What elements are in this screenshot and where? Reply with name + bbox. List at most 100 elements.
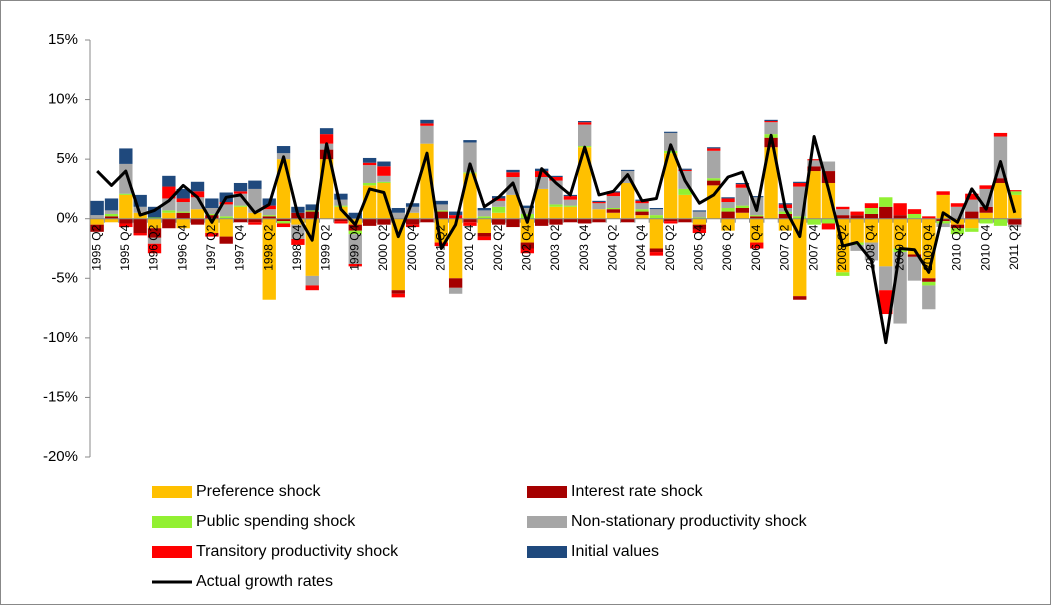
bar-segment [850,218,864,243]
bar-segment [377,161,391,167]
legend-swatch [152,486,192,498]
x-tick-label: 2000 Q4 [405,224,419,270]
bar-segment [233,218,248,223]
bar-segment [491,218,506,225]
bar-segment [362,165,377,183]
bar-segment [248,222,262,225]
bar-segment [276,146,291,154]
bar-segment [233,191,248,194]
bar-segment [104,213,119,217]
x-tick-label: 2005 Q2 [663,224,677,270]
bar-segment [147,228,162,238]
bar-segment [750,242,764,249]
bar-segment [721,211,735,219]
bar-segment [893,215,907,219]
bar-segment [520,248,534,254]
bar-segment [162,210,176,213]
bar-segment [936,223,950,228]
x-tick-label: 2011 Q2 [1007,224,1021,269]
bar-segment [707,150,721,179]
bar-segment [664,132,678,151]
x-tick-label: 2003 Q2 [548,224,562,270]
bar-segment [219,202,233,205]
x-tick-label: 2006 Q2 [720,224,734,270]
bar-segment [248,212,262,219]
bar-segment [506,218,520,228]
bar-segment [735,207,750,213]
legend-label: Transitory productivity shock [196,543,399,560]
legend-swatch [152,546,192,558]
bar-segment [993,178,1008,183]
bar-segment [592,209,606,219]
bar-segment [907,256,922,281]
bar-segment [405,206,420,213]
bar-segment [850,215,864,219]
bar-segment [477,236,491,241]
bar-segment [735,182,750,185]
bar-segment [391,207,405,213]
bar-segment [348,263,362,267]
bar-segment [420,123,434,126]
bar-segment [821,218,836,224]
bar-segment [219,216,233,219]
bar-segment [420,218,434,223]
bar-segment [635,215,649,219]
bar-segment [793,296,807,300]
bar-segment [549,204,563,207]
bar-segment [104,210,119,214]
bar-segment [391,293,405,298]
bar-segment [793,216,807,219]
bar-segment [750,216,764,219]
bar-segment [176,211,190,213]
bar-segment [864,207,879,214]
bar-segment [305,218,319,276]
bar-segment [520,207,534,214]
bar-segment [678,218,692,223]
bar-segment [1008,218,1022,225]
y-tick-label: 0% [56,210,78,227]
y-tick-label: 15% [48,31,78,48]
bar-segment [850,211,864,216]
bar-segment [563,205,578,207]
bar-segment [520,218,534,243]
bar-segment [965,218,979,229]
x-tick-label: 1998 Q2 [261,224,275,270]
bar-segment [721,202,735,208]
x-tick-label: 1999 Q4 [347,224,361,270]
bar-segment [993,218,1008,226]
bar-segment [864,203,879,208]
bar-segment [119,218,133,224]
bar-segment [334,221,348,224]
bar-segment [907,218,922,255]
bar-segment [291,218,305,225]
bar-segment [133,218,147,234]
bar-segment [649,218,664,249]
bar-segment [162,175,176,187]
bar-segment [678,169,692,172]
bar-segment [778,213,793,219]
x-tick-label: 1995 Q4 [118,224,132,270]
bar-segment [305,275,319,286]
bar-segment [606,212,621,219]
bar-segment [950,224,965,229]
bar-segment [362,157,377,163]
bar-segment [420,125,434,144]
x-tick-label: 2004 Q4 [634,224,648,270]
x-tick-label: 2002 Q2 [491,224,505,270]
bar-segment [879,206,893,219]
legend-label: Non-stationary productivity shock [571,513,808,530]
bar-segment [735,187,750,206]
bar-segment [993,132,1008,137]
bar-segment [850,244,864,251]
bar-segment [621,182,635,219]
bar-segment [205,215,219,219]
bar-segment [664,221,678,224]
x-tick-label: 2000 Q2 [376,224,390,270]
y-tick-label: 5% [56,150,78,167]
bar-segment [90,215,104,219]
bar-segment [362,162,377,166]
bar-segment [821,161,836,172]
bar-segment [664,131,678,133]
bar-segment [305,210,319,212]
